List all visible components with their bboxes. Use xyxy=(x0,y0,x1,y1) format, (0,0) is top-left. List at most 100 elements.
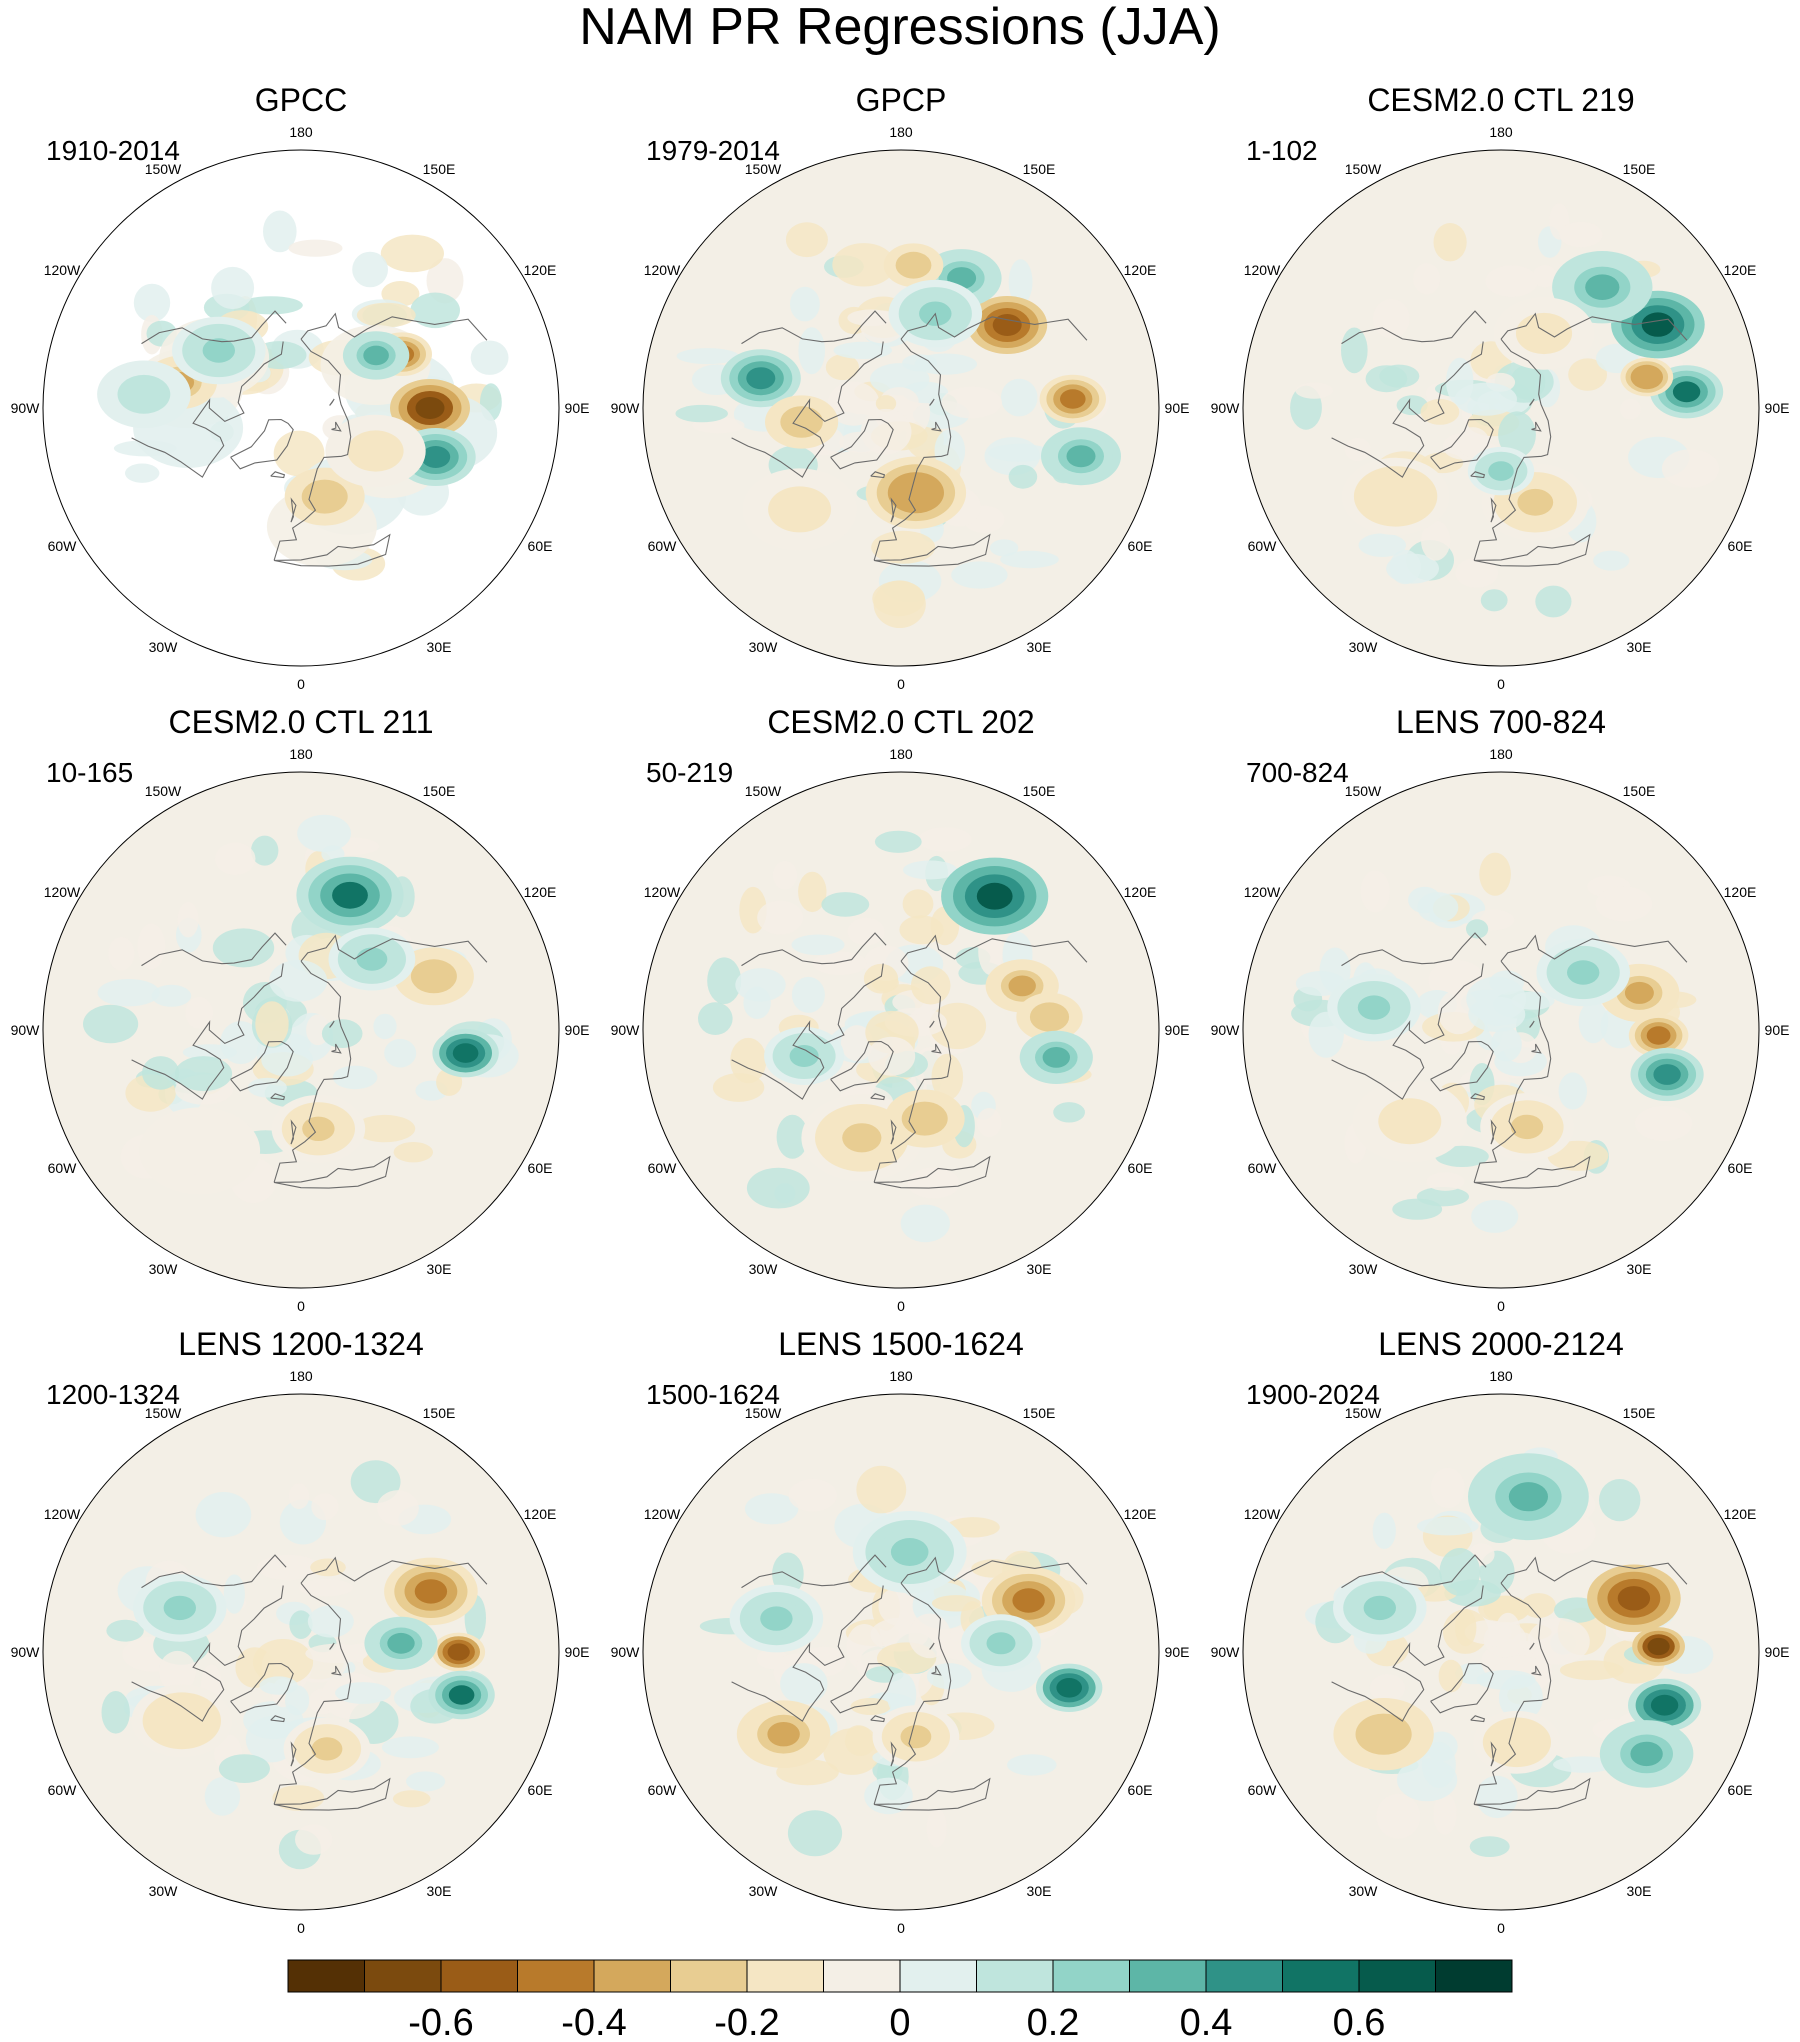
field-patch xyxy=(307,1605,354,1638)
field-patch xyxy=(1466,976,1527,1022)
field-patch xyxy=(1000,550,1059,569)
field-anomaly xyxy=(1391,1107,1429,1136)
field-patch xyxy=(177,901,199,938)
longitude-label: 150W xyxy=(745,783,782,799)
longitude-label: 30E xyxy=(427,639,452,655)
field-anomaly xyxy=(1036,1007,1063,1027)
field-patch xyxy=(772,1552,804,1596)
colorbar-swatch xyxy=(1205,1959,1283,1993)
field-patch xyxy=(873,580,926,628)
field-patch xyxy=(269,959,328,1002)
coastline xyxy=(329,1642,335,1650)
field-patch xyxy=(1480,589,1508,612)
panel-period: 1-102 xyxy=(1246,135,1318,166)
field-anomaly xyxy=(311,1737,343,1761)
field-anomaly xyxy=(787,411,816,433)
field-patch xyxy=(1000,378,1038,417)
field-patch xyxy=(951,561,1008,589)
field-patch xyxy=(1369,1674,1406,1703)
field-patch xyxy=(1476,1670,1536,1690)
field-anomaly xyxy=(447,1643,470,1661)
longitude-label: 180 xyxy=(289,746,313,762)
longitude-label: 60W xyxy=(1248,538,1278,554)
longitude-label: 150E xyxy=(423,161,456,177)
field-patch xyxy=(1661,449,1720,488)
field-patch xyxy=(373,1013,397,1040)
field-patch xyxy=(106,1619,144,1642)
coastline xyxy=(731,963,884,1100)
field-patch xyxy=(97,979,160,1007)
regression-field xyxy=(643,150,1159,666)
field-patch xyxy=(297,814,351,853)
field-patch xyxy=(108,936,135,971)
panel-title: GPCC xyxy=(255,82,347,118)
field-patch xyxy=(288,1483,310,1509)
field-patch xyxy=(871,530,936,564)
field-anomaly xyxy=(789,1045,819,1067)
coastline xyxy=(1490,497,1497,523)
colorbar-swatch xyxy=(1358,1959,1436,1993)
field-anomaly xyxy=(1012,1588,1045,1613)
field-patch xyxy=(735,968,786,1002)
field-anomaly xyxy=(910,1107,940,1130)
field-patch xyxy=(864,1777,913,1815)
coastline xyxy=(1473,1582,1552,1805)
coastline xyxy=(1331,1585,1484,1722)
longitude-label: 90W xyxy=(1211,1022,1241,1038)
field-patch xyxy=(860,408,912,455)
regression-field xyxy=(43,1394,559,1910)
field-patch xyxy=(380,234,444,273)
coastline xyxy=(873,1155,991,1189)
field-anomaly xyxy=(419,965,449,988)
field-patch xyxy=(675,404,728,423)
longitude-label: 120E xyxy=(524,262,557,278)
field-patch xyxy=(335,1682,392,1704)
coastline xyxy=(331,421,342,432)
field-patch xyxy=(929,1002,987,1050)
field-anomaly xyxy=(901,256,926,275)
coastline xyxy=(290,497,297,523)
panel-period: 1900-2024 xyxy=(1246,1379,1380,1410)
coastline xyxy=(273,1777,391,1811)
field-anomaly xyxy=(767,1722,800,1747)
field-anomaly xyxy=(1617,1586,1651,1611)
longitude-label: 90W xyxy=(11,1644,41,1660)
field-patch xyxy=(844,1726,876,1756)
coastline xyxy=(300,312,488,341)
coastline xyxy=(1490,1119,1497,1145)
field-anomaly xyxy=(1635,368,1658,386)
field-patch xyxy=(137,923,166,970)
longitude-label: 0 xyxy=(897,1920,905,1936)
coastline xyxy=(1470,471,1486,479)
field-anomaly xyxy=(1650,1694,1679,1716)
coastline xyxy=(141,310,287,345)
field-patch xyxy=(1053,1102,1085,1123)
map-border xyxy=(642,1393,1160,1911)
coastline xyxy=(141,932,287,967)
map-panel: CESM2.0 CTL 211 10-165 180 150E 120E 90E 60E 30… xyxy=(11,704,590,1314)
colorbar-swatch xyxy=(976,1959,1054,1993)
field-anomaly xyxy=(1488,461,1514,481)
longitude-label: 0 xyxy=(897,1298,905,1314)
field-patch xyxy=(712,1073,765,1102)
longitude-label: 150E xyxy=(1023,161,1056,177)
longitude-label: 180 xyxy=(1489,746,1513,762)
coastline xyxy=(1430,1040,1494,1092)
field-anomaly xyxy=(746,367,776,390)
coastline xyxy=(870,471,886,479)
field-anomaly xyxy=(1647,1637,1670,1656)
coastline xyxy=(290,1119,297,1145)
field-patch xyxy=(1413,263,1441,295)
longitude-label: 0 xyxy=(297,1298,305,1314)
field-patch xyxy=(989,539,1019,557)
coastline xyxy=(230,1662,294,1714)
colorbar-swatch xyxy=(670,1959,748,1993)
field-patch xyxy=(833,341,892,359)
coastline xyxy=(1500,1556,1688,1585)
field-anomaly xyxy=(1377,483,1414,510)
field-anomaly xyxy=(127,382,161,407)
field-anomaly xyxy=(332,881,368,909)
field-patch xyxy=(381,1736,439,1759)
longitude-label: 90W xyxy=(1211,1644,1241,1660)
longitude-label: 60W xyxy=(48,1782,78,1798)
